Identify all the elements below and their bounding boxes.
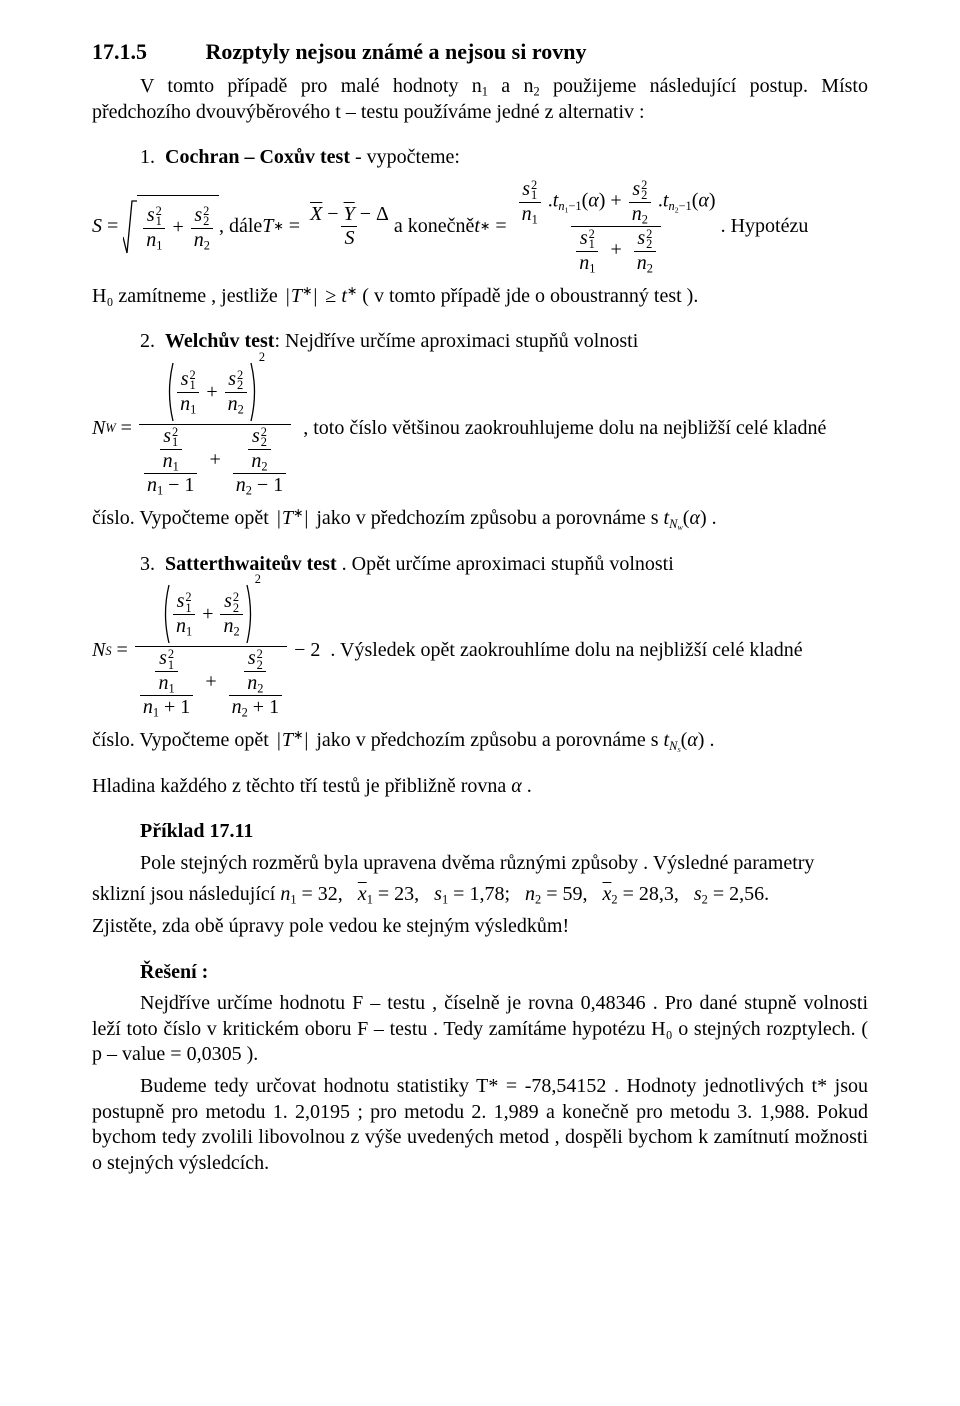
item3-heading: 3. Satterthwaiteův test . Opět určíme ap… [92,552,868,578]
item3-after: . Opět určíme aproximaci stupňů volnosti [337,553,674,575]
intro-text-a: V tomto případě pro malé hodnoty n [140,75,482,97]
reseni-title-line: Řešení : [92,960,868,986]
item2-righttext: , toto číslo většinou zaokrouhlujeme dol… [303,416,868,442]
item1-name: Cochran – Coxův test [165,146,350,168]
item2-formula: NW = s21n1 + s22n2 2 s21n1 n1 − 1 [92,361,868,496]
reseni-p2: Budeme tedy určovat hodnotu statistiky T… [92,1074,868,1176]
item1-number: 1. [140,146,155,168]
hladina-dot: . [522,775,532,797]
item1-hyp: . Hypotézu [721,214,809,240]
item1-konec: a konečně [394,214,475,240]
item2-tail-c: . [707,507,717,529]
item1-tail: ( v tomto případě jde o oboustranný test… [362,285,698,307]
item1-formula: S = s21n1 + s22n2 , dále T∗ = X − Y − Δ … [92,179,868,274]
priklad-p1c: Zjistěte, zda obě úpravy pole vedou ke s… [92,914,868,940]
section-title: Rozptyly nejsou známé a nejsou si rovny [206,39,587,64]
item2-number: 2. [140,330,155,352]
item1-conclusion: H₀ zamítneme , jestliže T∗ ≥ t∗ ( v tomt… [92,284,868,310]
item2-heading: 2. Welchův test: Nejdříve určíme aproxim… [92,329,868,355]
priklad-p1a: Pole stejných rozměrů byla upravena dvěm… [92,851,868,877]
hladina-line: Hladina každého z těchto tří testů je př… [92,774,868,800]
item3-number: 3. [140,553,155,575]
priklad-values: sklizní jsou následující n1 = 32, x1 = 2… [92,882,868,908]
page-root: 17.1.5 Rozptyly nejsou známé a nejsou si… [0,0,960,1232]
reseni-title: Řešení : [140,961,208,983]
intro-paragraph: V tomto případě pro malé hodnoty n1 a n2… [92,74,868,125]
priklad-title-line: Příklad 17.11 [92,819,868,845]
item3-tail-a: číslo. Vypočteme opět [92,729,274,751]
item3-righttext: . Výsledek opět zaokrouhlíme dolu na nej… [330,638,868,664]
reseni-p1: Nejdříve určíme hodnotu F – testu , číse… [92,991,868,1068]
intro-text-b: a n [488,75,534,97]
item3-name: Satterthwaiteův test [165,553,337,575]
item1-dale: , dále [219,214,262,240]
item3-tail-c: . [704,729,714,751]
item1-heading: 1. Cochran – Coxův test - vypočteme: [92,145,868,171]
item2-tail: číslo. Vypočteme opět T∗ jako v předchoz… [92,506,868,532]
priklad-title: Příklad 17.11 [140,820,253,842]
item1-h0: H₀ zamítneme , jestliže [92,285,283,307]
hladina-text: Hladina každého z těchto tří testů je př… [92,775,511,797]
item2-tail-b: jako v předchozím způsobu a porovnáme s [316,507,663,529]
item3-tail: číslo. Vypočteme opět T∗ jako v předchoz… [92,728,868,754]
item1-after: - vypočteme: [350,146,460,168]
section-heading: 17.1.5 Rozptyly nejsou známé a nejsou si… [92,38,868,66]
item3-tail-b: jako v předchozím způsobu a porovnáme s [316,729,663,751]
priklad-prefix: sklizní jsou následující [92,883,280,905]
item2-after: : Nejdříve určíme aproximaci stupňů voln… [274,330,638,352]
item2-tail-a: číslo. Vypočteme opět [92,507,274,529]
section-number: 17.1.5 [92,38,200,66]
item3-formula: NS = s21n1 + s22n2 2 s21n1 n1 + 1 [92,583,868,718]
